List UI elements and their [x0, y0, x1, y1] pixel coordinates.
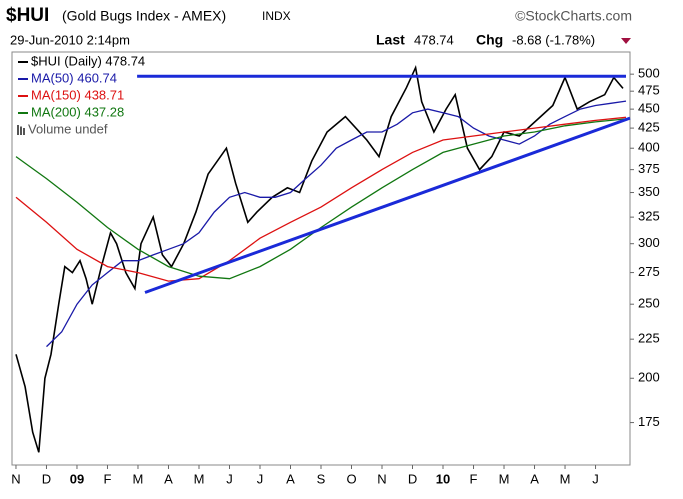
- y-tick-label: 200: [638, 370, 660, 385]
- x-tick-label: M: [499, 471, 510, 486]
- x-tick-label: D: [42, 471, 51, 486]
- last-label: Last: [376, 32, 405, 48]
- y-tick-label: 375: [638, 161, 660, 176]
- x-tick-label: D: [408, 471, 417, 486]
- source: ©StockCharts.com: [515, 8, 632, 24]
- moving-average: [15, 118, 627, 280]
- legend-label: MA(200) 437.28: [31, 104, 124, 119]
- x-tick-label: 10: [436, 471, 450, 486]
- y-tick-label: 500: [638, 66, 660, 81]
- x-tick-label: S: [317, 471, 326, 486]
- x-tick-label: N: [11, 471, 20, 486]
- symbol: $HUI: [6, 5, 49, 26]
- x-tick-label: J: [592, 471, 599, 486]
- chg-value: -8.68 (-1.78%): [512, 32, 595, 47]
- y-tick-label: 300: [638, 235, 660, 250]
- y-tick-label: 175: [638, 414, 660, 429]
- legend-label: MA(50) 460.74: [31, 70, 117, 85]
- x-tick-label: M: [133, 471, 144, 486]
- x-tick-label: A: [530, 471, 539, 486]
- x-tick-label: O: [346, 471, 356, 486]
- y-tick-label: 475: [638, 83, 660, 98]
- y-tick-label: 325: [638, 209, 660, 224]
- y-tick-label: 400: [638, 140, 660, 155]
- x-tick-label: N: [377, 471, 386, 486]
- x-tick-label: A: [164, 471, 173, 486]
- legend-label: MA(150) 438.71: [31, 87, 124, 102]
- chart-title: (Gold Bugs Index - AMEX): [62, 8, 226, 24]
- x-tick-label: M: [560, 471, 571, 486]
- volume-icon: [20, 126, 22, 135]
- last-value: 478.74: [414, 32, 454, 47]
- chg-label: Chg: [476, 32, 503, 48]
- date: 29-Jun-2010 2:14pm: [10, 32, 130, 47]
- exchange: INDX: [262, 9, 291, 23]
- x-tick-label: 09: [70, 471, 84, 486]
- x-tick-label: J: [257, 471, 264, 486]
- volume-label: Volume undef: [28, 121, 108, 136]
- y-tick-label: 425: [638, 120, 660, 135]
- volume-icon: [17, 125, 19, 135]
- y-tick-label: 275: [638, 264, 660, 279]
- x-tick-label: M: [194, 471, 205, 486]
- y-tick-label: 450: [638, 101, 660, 116]
- x-tick-label: F: [103, 471, 111, 486]
- x-tick-label: A: [286, 471, 295, 486]
- y-tick-label: 225: [638, 331, 660, 346]
- volume-icon: [23, 128, 25, 135]
- moving-average: [46, 100, 627, 348]
- legend-box: [14, 54, 214, 146]
- down-arrow: [621, 38, 631, 44]
- trendline: [144, 116, 631, 294]
- x-tick-label: J: [226, 471, 233, 486]
- legend-label: $HUI (Daily) 478.74: [31, 53, 145, 68]
- y-tick-label: 250: [638, 296, 660, 311]
- moving-average: [15, 116, 627, 282]
- x-tick-label: F: [470, 471, 478, 486]
- y-tick-label: 350: [638, 184, 660, 199]
